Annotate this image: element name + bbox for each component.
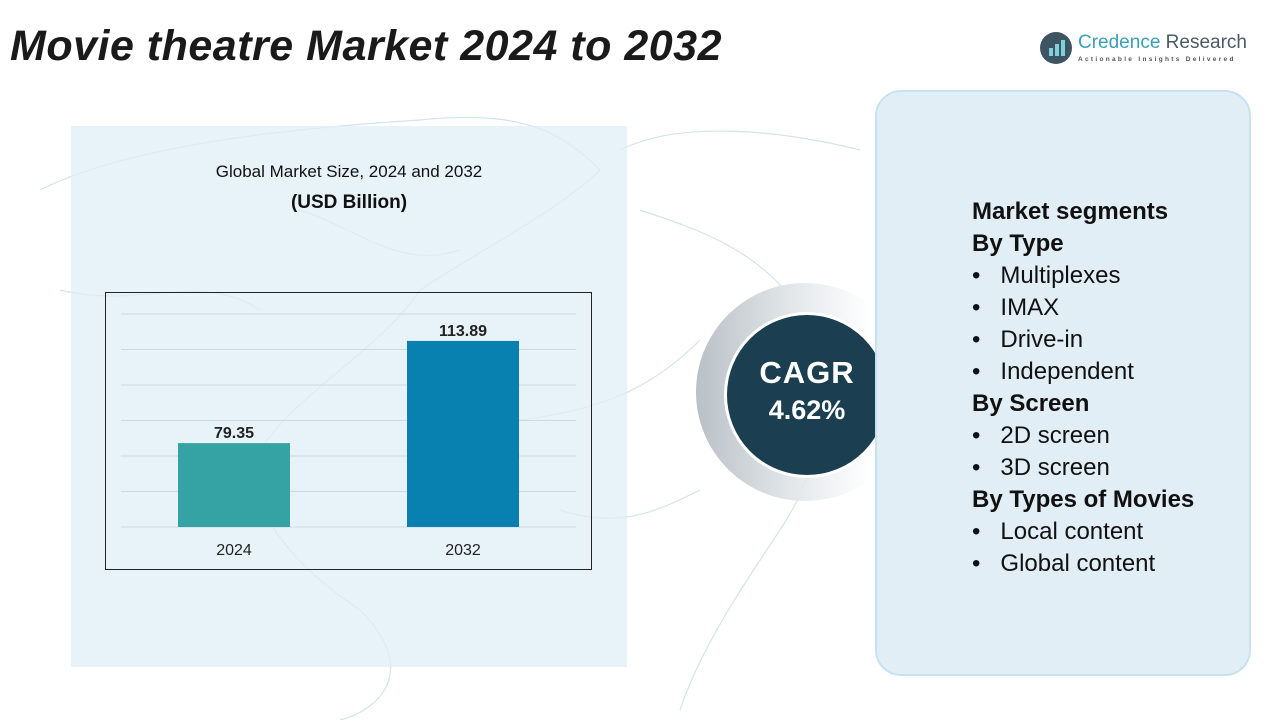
bullet-icon: • bbox=[972, 454, 1001, 481]
logo-name: Credence Research bbox=[1078, 32, 1247, 53]
market-segments-panel: Market segments By Type • Multiplexes • IM… bbox=[875, 90, 1251, 676]
segment-group-title: By Types of Movies bbox=[972, 486, 1195, 513]
bar-2032 bbox=[407, 340, 519, 527]
bullet-icon: • bbox=[972, 550, 1001, 577]
segment-item-label: Drive-in bbox=[1000, 326, 1084, 353]
segments-heading: Market segments bbox=[972, 198, 1169, 225]
bullet-icon: • bbox=[972, 294, 1001, 321]
bar-2024 bbox=[178, 443, 290, 527]
segment-group-title: By Type bbox=[972, 230, 1064, 257]
bar-chart-logo-icon bbox=[1040, 32, 1072, 64]
bar-chart: 79.35 2024 113.89 2032 bbox=[105, 292, 592, 570]
chart-subtitle: (USD Billion) bbox=[290, 192, 408, 213]
segment-item-label: IMAX bbox=[1000, 294, 1060, 321]
segment-item: • 2D screen bbox=[972, 420, 1194, 452]
x-tick-label: 2032 bbox=[445, 542, 481, 559]
data-label: 113.89 bbox=[439, 323, 487, 340]
data-label: 79.35 bbox=[214, 425, 254, 442]
segment-item-label: Multiplexes bbox=[1000, 262, 1121, 289]
segment-item-label: Independent bbox=[1000, 358, 1134, 385]
segment-item-label: Local content bbox=[1000, 518, 1144, 545]
cagr-value: 4.62% bbox=[768, 395, 846, 425]
bullet-icon: • bbox=[972, 358, 1001, 385]
x-tick-label: 2024 bbox=[216, 542, 252, 559]
segments-list: Market segments By Type • Multiplexes • IM… bbox=[972, 196, 1194, 580]
bullet-icon: • bbox=[972, 326, 1001, 353]
bullet-icon: • bbox=[972, 422, 1001, 449]
segment-item: • Global content bbox=[972, 548, 1194, 580]
logo-tagline: Actionable Insights Delivered bbox=[1078, 56, 1236, 63]
segment-item: • 3D screen bbox=[972, 452, 1194, 484]
segment-item-label: 2D screen bbox=[1000, 422, 1110, 449]
bullet-icon: • bbox=[972, 518, 1001, 545]
segment-item: • Independent bbox=[972, 356, 1194, 388]
segment-item: • Multiplexes bbox=[972, 260, 1194, 292]
chart-panel: Global Market Size, 2024 and 2032 (USD B… bbox=[71, 126, 627, 667]
bar-chart-svg: 79.35 2024 113.89 2032 bbox=[121, 313, 576, 559]
segment-item-label: 3D screen bbox=[1000, 454, 1110, 481]
cagr-label: CAGR bbox=[759, 355, 855, 390]
segment-group-title: By Screen bbox=[972, 390, 1090, 417]
bullet-icon: • bbox=[972, 262, 1001, 289]
credence-research-logo: Credence Research Actionable Insights De… bbox=[1040, 30, 1255, 70]
cagr-badge: CAGR 4.62% bbox=[724, 312, 890, 478]
segment-item-label: Global content bbox=[1000, 550, 1156, 577]
segment-item: • Drive-in bbox=[972, 324, 1194, 356]
segment-item: • IMAX bbox=[972, 292, 1194, 324]
segment-item: • Local content bbox=[972, 516, 1194, 548]
chart-title: Global Market Size, 2024 and 2032 bbox=[215, 162, 483, 181]
page-title: Movie theatre Market 2024 to 2032 bbox=[10, 22, 722, 70]
